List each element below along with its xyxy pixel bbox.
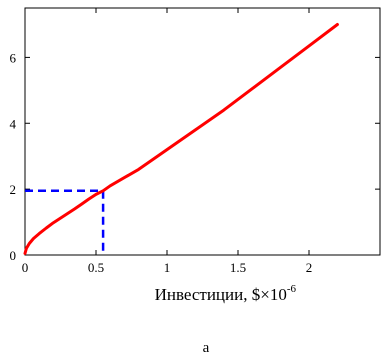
x-axis-title-exponent: -6: [287, 283, 297, 295]
x-axis-title: Инвестиции, $×10-6: [155, 283, 297, 304]
tick-labels: 0 0.5 1 1.5 2 0 2 4 6: [10, 50, 313, 275]
x-tick-label: 2: [306, 260, 313, 275]
y-tick-label: 4: [10, 116, 17, 131]
y-tick-label: 0: [10, 248, 17, 263]
reference-lines: [25, 189, 105, 255]
series-line: [23, 23, 339, 255]
x-tick-label: 1.5: [230, 260, 246, 275]
x-tick-label: 0: [22, 260, 29, 275]
x-tick-label: 0.5: [88, 260, 104, 275]
x-axis-title-multiplier: ×10: [260, 285, 287, 304]
series: [23, 23, 339, 255]
y-tick-label: 6: [10, 50, 17, 65]
y-tick-label: 2: [10, 182, 17, 197]
x-tick-label: 1: [164, 260, 171, 275]
figure-caption: а: [203, 340, 210, 355]
plot-frame: [24, 7, 381, 256]
axes: [24, 7, 381, 256]
ticks: [24, 8, 380, 256]
x-axis-title-text: Инвестиции, $: [155, 285, 261, 304]
